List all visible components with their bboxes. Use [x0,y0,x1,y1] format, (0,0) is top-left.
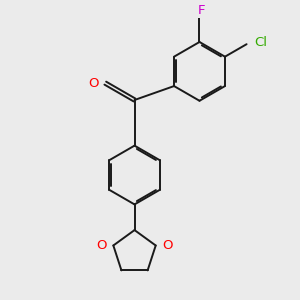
Text: O: O [163,239,173,252]
Text: O: O [88,76,99,90]
Text: O: O [96,239,106,252]
Text: Cl: Cl [254,36,267,49]
Text: F: F [197,4,205,17]
